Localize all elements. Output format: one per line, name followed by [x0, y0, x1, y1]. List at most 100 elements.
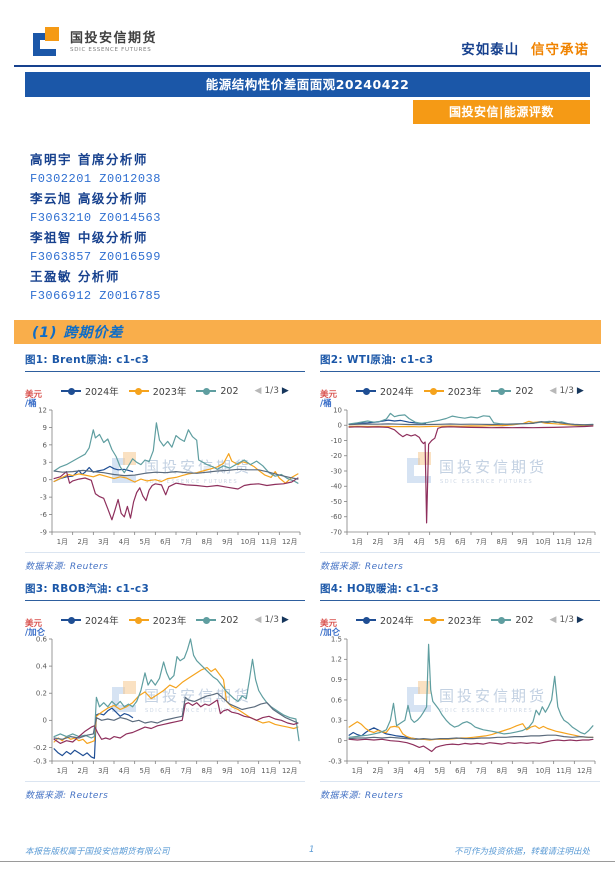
line-chart-ho-c1-c3: 国投安信期货 SDIC ESSENCE FUTURES 1.5 1.2 0.9 0.6 0.… [320, 635, 600, 782]
svg-text:3月: 3月 [393, 767, 404, 775]
svg-text:10月: 10月 [536, 767, 551, 775]
legend-marker-icon [491, 616, 512, 624]
svg-text:-20: -20 [331, 452, 342, 460]
legend-pager: ◀ 1/3 ▶ [550, 615, 584, 625]
svg-text:-10: -10 [331, 437, 342, 445]
svg-text:3月: 3月 [98, 538, 109, 546]
legend-prev-icon[interactable]: ◀ [254, 386, 262, 396]
brand-name-en: SDIC ESSENCE FUTURES [70, 46, 152, 53]
legend-row: 美元 /桶 2024年 2023年 202 ◀ 1/3 ▶ [25, 382, 305, 409]
svg-text:国投安信期货: 国投安信期货 [439, 687, 547, 705]
chart-title: 图2: WTI原油: c1-c3 [320, 352, 600, 372]
analyst-codes: F3063210 Z0014563 [30, 210, 161, 225]
legend-next-icon[interactable]: ▶ [281, 615, 289, 625]
svg-text:7月: 7月 [181, 538, 192, 546]
svg-text:SDIC ESSENCE FUTURES: SDIC ESSENCE FUTURES [440, 479, 533, 485]
svg-text:7月: 7月 [476, 767, 487, 775]
legend-row: 美元 /桶 2024年 2023年 202 ◀ 1/3 ▶ [320, 382, 600, 409]
footer-divider [0, 861, 615, 862]
svg-text:1月: 1月 [57, 767, 68, 775]
legend-page-indicator: 1/3 [559, 615, 574, 625]
legend-item: 2024年 [61, 384, 119, 398]
svg-text:1月: 1月 [352, 767, 363, 775]
svg-text:2月: 2月 [372, 767, 383, 775]
slogan-blue-text: 安如泰山 [461, 42, 520, 58]
chart-title: 图4: HO取暖油: c1-c3 [320, 581, 600, 601]
svg-text:1.2: 1.2 [331, 656, 342, 664]
svg-text:9月: 9月 [222, 767, 233, 775]
svg-text:6月: 6月 [160, 538, 171, 546]
footer-disclaimer: 不可作为投资依据，转载请注明出处 [453, 847, 590, 857]
svg-text:10月: 10月 [241, 538, 256, 546]
legend-row: 美元 /加仑 2024年 2023年 202 ◀ 1/3 ▶ [25, 611, 305, 638]
svg-text:12月: 12月 [577, 767, 592, 775]
legend-item: 202 [196, 386, 239, 397]
svg-text:11月: 11月 [556, 767, 571, 775]
svg-text:9月: 9月 [222, 538, 233, 546]
svg-text:5月: 5月 [434, 767, 445, 775]
svg-text:3月: 3月 [98, 767, 109, 775]
svg-text:-3: -3 [40, 494, 47, 502]
svg-text:-50: -50 [331, 498, 342, 506]
header-slogan: 安如泰山 信守承诺 [461, 38, 589, 58]
svg-text:5月: 5月 [434, 538, 445, 546]
company-logo-icon [33, 27, 59, 56]
legend-pager: ◀ 1/3 ▶ [255, 386, 289, 396]
legend-marker-icon [491, 387, 512, 395]
data-source-label: 数据来源: Reuters [320, 562, 404, 572]
svg-text:8月: 8月 [201, 767, 212, 775]
chart-title: 图3: RBOB汽油: c1-c3 [25, 581, 305, 601]
svg-text:12月: 12月 [577, 538, 592, 546]
line-chart-brent-c1-c3: 国投安信期货 SDIC ESSENCE FUTURES 12 9 6 3 0 -3 -6 -9 1月… [25, 406, 305, 553]
svg-text:11月: 11月 [556, 538, 571, 546]
legend-prev-icon[interactable]: ◀ [254, 615, 262, 625]
svg-text:12月: 12月 [282, 538, 297, 546]
svg-text:0: 0 [338, 422, 342, 430]
legend-prev-icon[interactable]: ◀ [549, 386, 557, 396]
svg-text:7月: 7月 [181, 767, 192, 775]
svg-text:6月: 6月 [455, 538, 466, 546]
chart-cell-wti: 图2: WTI原油: c1-c3 美元 /桶 2024年 2023年 202 ◀… [320, 352, 600, 572]
svg-text:8月: 8月 [201, 538, 212, 546]
svg-text:0: 0 [338, 737, 342, 745]
svg-text:国投安信期货: 国投安信期货 [144, 687, 252, 705]
legend-item: 2024年 [61, 613, 119, 627]
svg-text:0: 0 [43, 476, 47, 484]
section-header-bar: (1) 跨期价差 [14, 320, 601, 344]
header-divider [14, 65, 601, 67]
svg-text:0.6: 0.6 [36, 635, 48, 643]
page-footer: 本报告版权属于国投安信期货有限公司 1 不可作为投资依据，转载请注明出处 [25, 845, 590, 857]
legend-next-icon[interactable]: ▶ [576, 615, 584, 625]
analyst-name: 李祖智 中级分析师 [30, 230, 148, 245]
svg-text:-0.2: -0.2 [33, 744, 47, 752]
brand-name-cn: 国投安信期货 [70, 30, 158, 46]
svg-text:-70: -70 [331, 528, 342, 536]
legend-next-icon[interactable]: ▶ [281, 386, 289, 396]
legend-prev-icon[interactable]: ◀ [549, 615, 557, 625]
svg-text:6: 6 [43, 441, 48, 449]
svg-text:1月: 1月 [352, 538, 363, 546]
section-title: (1) 跨期价差 [32, 325, 124, 341]
svg-text:0.2: 0.2 [36, 690, 47, 698]
data-source-label: 数据来源: Reuters [25, 562, 109, 572]
y-axis-unit-label: 美元 /桶 [320, 389, 338, 409]
y-axis-unit-label: 美元 /加仑 [320, 618, 341, 638]
analyst-name: 王盈敏 分析师 [30, 269, 120, 284]
svg-text:-30: -30 [331, 467, 342, 475]
svg-text:SDIC ESSENCE FUTURES: SDIC ESSENCE FUTURES [145, 708, 238, 714]
svg-text:9: 9 [43, 424, 47, 432]
chart-cell-rbob: 图3: RBOB汽油: c1-c3 美元 /加仑 2024年 2023年 202… [25, 581, 305, 801]
legend-item: 202 [491, 386, 534, 397]
svg-text:4月: 4月 [414, 538, 425, 546]
svg-text:0.3: 0.3 [331, 717, 342, 725]
report-series-badge: 国投安信|能源评数 [413, 100, 590, 124]
legend-item: 202 [491, 615, 534, 626]
svg-text:-60: -60 [331, 513, 342, 521]
legend-next-icon[interactable]: ▶ [576, 386, 584, 396]
chart-cell-ho: 图4: HO取暖油: c1-c3 美元 /加仑 2024年 2023年 202 … [320, 581, 600, 801]
svg-text:7月: 7月 [476, 538, 487, 546]
line-chart-rbob-c1-c3: 国投安信期货 SDIC ESSENCE FUTURES 0.6 0.4 0.2 0 -0.2… [25, 635, 305, 782]
svg-text:2月: 2月 [372, 538, 383, 546]
analyst-name: 李云旭 高级分析师 [30, 191, 148, 206]
